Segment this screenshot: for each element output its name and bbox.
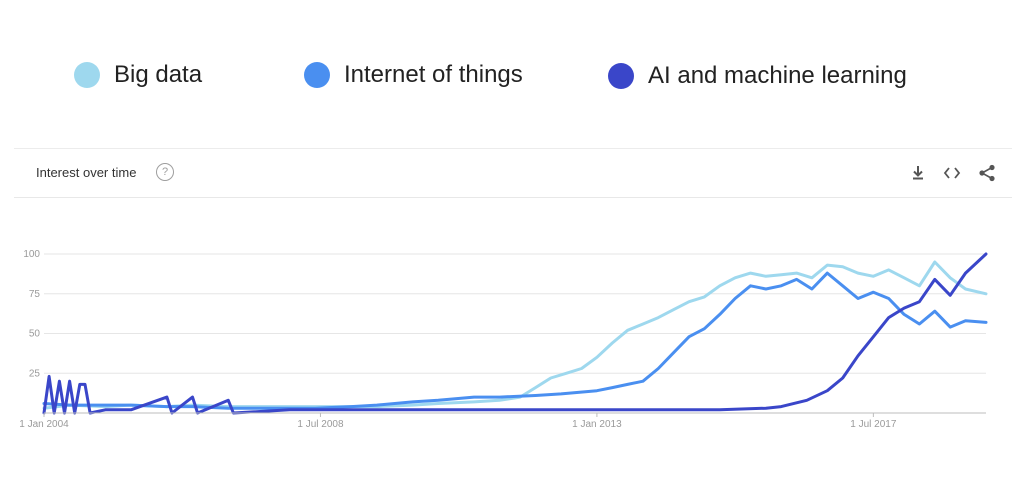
series-line-internet-of-things <box>42 271 988 410</box>
series-line-ai-and-machine-learning <box>42 252 988 415</box>
legend-item-internet-of-things: Internet of things <box>304 61 523 89</box>
interest-over-time-card: Interest over time ? 25 50 75 100 1 Jan 200 <box>14 148 1012 491</box>
legend-item-ai-and-machine-learning: AI and machine learning <box>608 62 907 90</box>
interest-line-chart: 25 50 75 100 1 Jan 2004 1 Jul 2008 1 Jan 2013 1… <box>19 249 988 430</box>
legend-swatch <box>304 62 330 88</box>
series-line-big-data <box>42 260 988 410</box>
y-tick-label: 25 <box>29 368 41 379</box>
y-tick-label: 100 <box>23 249 40 260</box>
embed-code-icon[interactable] <box>942 163 962 183</box>
x-tick-label: 1 Jul 2017 <box>850 419 897 430</box>
card-title: Interest over time <box>36 165 137 180</box>
y-tick-label: 50 <box>29 329 41 340</box>
legend-swatch <box>608 63 634 89</box>
x-tick-label: 1 Jul 2008 <box>297 419 344 430</box>
legend-label: Big data <box>114 61 203 88</box>
legend-item-big-data: Big data <box>74 61 202 89</box>
x-tick-label: 1 Jan 2013 <box>572 419 622 430</box>
legend-swatch <box>74 62 100 88</box>
y-tick-label: 75 <box>29 289 41 300</box>
legend-label: Internet of things <box>344 61 523 88</box>
legend: Big data Internet of things AI and machi… <box>0 50 1024 100</box>
legend-label: AI and machine learning <box>648 62 907 89</box>
share-icon[interactable] <box>977 163 997 183</box>
x-tick-label: 1 Jan 2004 <box>19 419 69 430</box>
download-icon[interactable] <box>908 163 928 183</box>
card-header: Interest over time ? <box>14 149 1012 198</box>
help-icon[interactable]: ? <box>156 163 174 181</box>
